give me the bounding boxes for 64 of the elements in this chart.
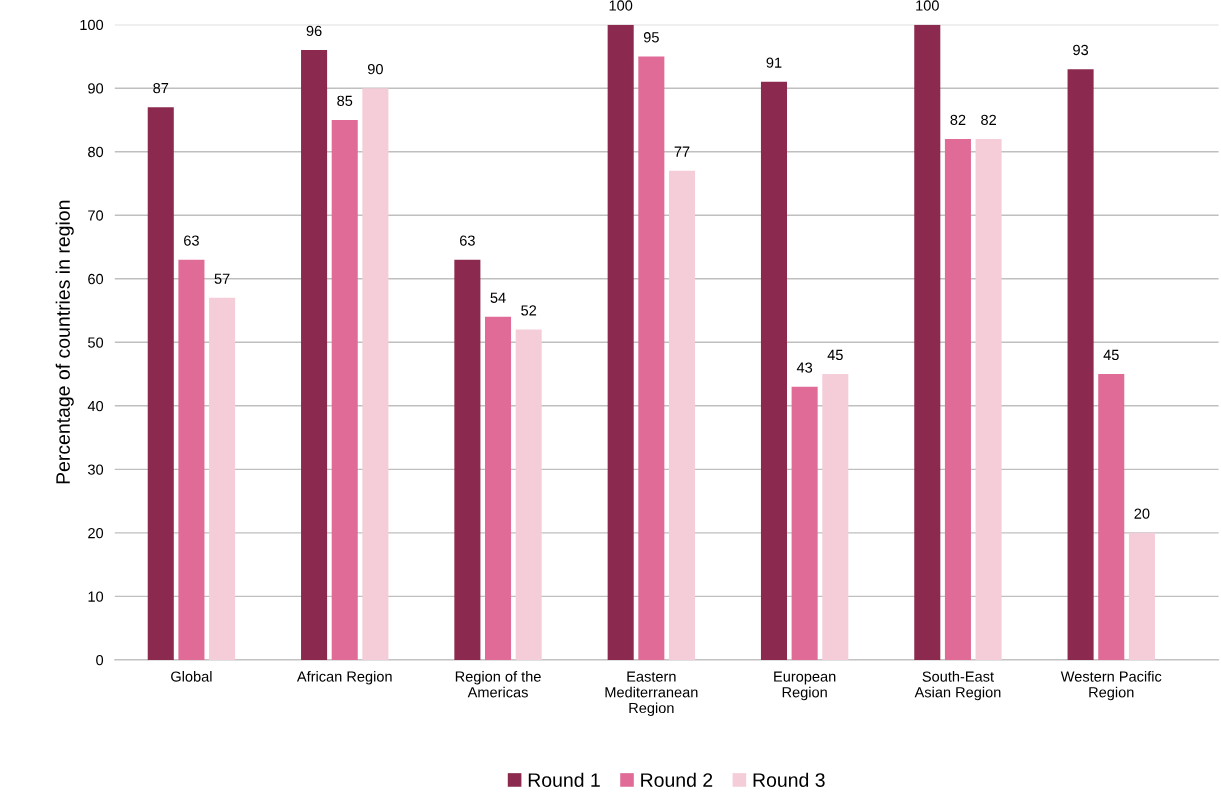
data-label: 45 <box>1103 349 1119 361</box>
bar <box>760 81 788 660</box>
bar <box>668 170 696 660</box>
bar <box>331 119 358 660</box>
bar <box>975 139 1002 660</box>
data-label: 52 <box>521 305 537 316</box>
x-tick-label: Region of the Americas <box>455 671 541 698</box>
y-tick-label: 80 <box>88 146 104 158</box>
data-label: 82 <box>981 114 996 126</box>
y-tick-label: 90 <box>88 83 104 94</box>
bar <box>454 259 481 660</box>
y-tick-label: 10 <box>88 591 104 602</box>
y-tick-label: 50 <box>88 337 104 348</box>
data-label: 100 <box>609 0 633 11</box>
data-label: 91 <box>766 57 782 68</box>
x-tick-label: Eastern Mediterranean Region <box>605 671 698 717</box>
data-label: 45 <box>827 349 843 361</box>
data-label: 90 <box>367 63 383 75</box>
x-tick-label: European Region <box>774 671 836 701</box>
data-label: 54 <box>490 292 506 303</box>
bar <box>209 297 236 660</box>
bar <box>607 24 634 660</box>
data-label: 63 <box>460 235 475 246</box>
y-tick-label: 20 <box>88 527 104 539</box>
bar <box>791 386 818 660</box>
data-label: 96 <box>306 25 322 37</box>
bar <box>485 316 512 660</box>
bar <box>914 24 941 660</box>
y-tick-label: 100 <box>80 19 104 31</box>
data-label: 20 <box>1134 508 1150 519</box>
bar <box>178 259 205 660</box>
data-label: 63 <box>184 235 199 246</box>
bar <box>638 56 665 660</box>
data-label: 95 <box>643 32 659 43</box>
bar <box>147 107 174 660</box>
data-label: 100 <box>916 0 939 11</box>
x-tick-label: Western Pacific Region <box>1060 671 1162 701</box>
data-label: 57 <box>214 273 230 284</box>
y-tick-label: 70 <box>88 210 104 221</box>
data-label: 43 <box>796 362 813 373</box>
bar <box>1098 374 1125 660</box>
y-tick-label: 60 <box>88 273 104 285</box>
y-tick-label: 0 <box>96 654 104 666</box>
bar <box>362 88 389 660</box>
x-tick-label: South-East Asian Region <box>914 671 1001 701</box>
y-tick-label: 30 <box>88 464 104 475</box>
bar <box>822 374 849 660</box>
data-label: 85 <box>337 95 353 106</box>
bar <box>944 139 971 660</box>
data-label: 93 <box>1073 44 1089 56</box>
y-axis-title: Percentage of countries in region <box>55 200 74 484</box>
bar <box>301 50 328 660</box>
bar <box>1067 69 1094 660</box>
legend-label: Round 2 <box>641 772 713 787</box>
bar <box>1128 532 1155 660</box>
data-label: 77 <box>674 146 690 157</box>
bar <box>515 329 542 660</box>
x-tick-label: African Region <box>296 671 392 685</box>
legend-label: Round 1 <box>528 772 600 787</box>
data-label: 82 <box>950 114 966 126</box>
data-label: 87 <box>153 82 169 94</box>
y-tick-label: 40 <box>87 400 104 412</box>
legend-label: Round 3 <box>753 772 825 787</box>
x-tick-label: Global <box>171 671 212 682</box>
